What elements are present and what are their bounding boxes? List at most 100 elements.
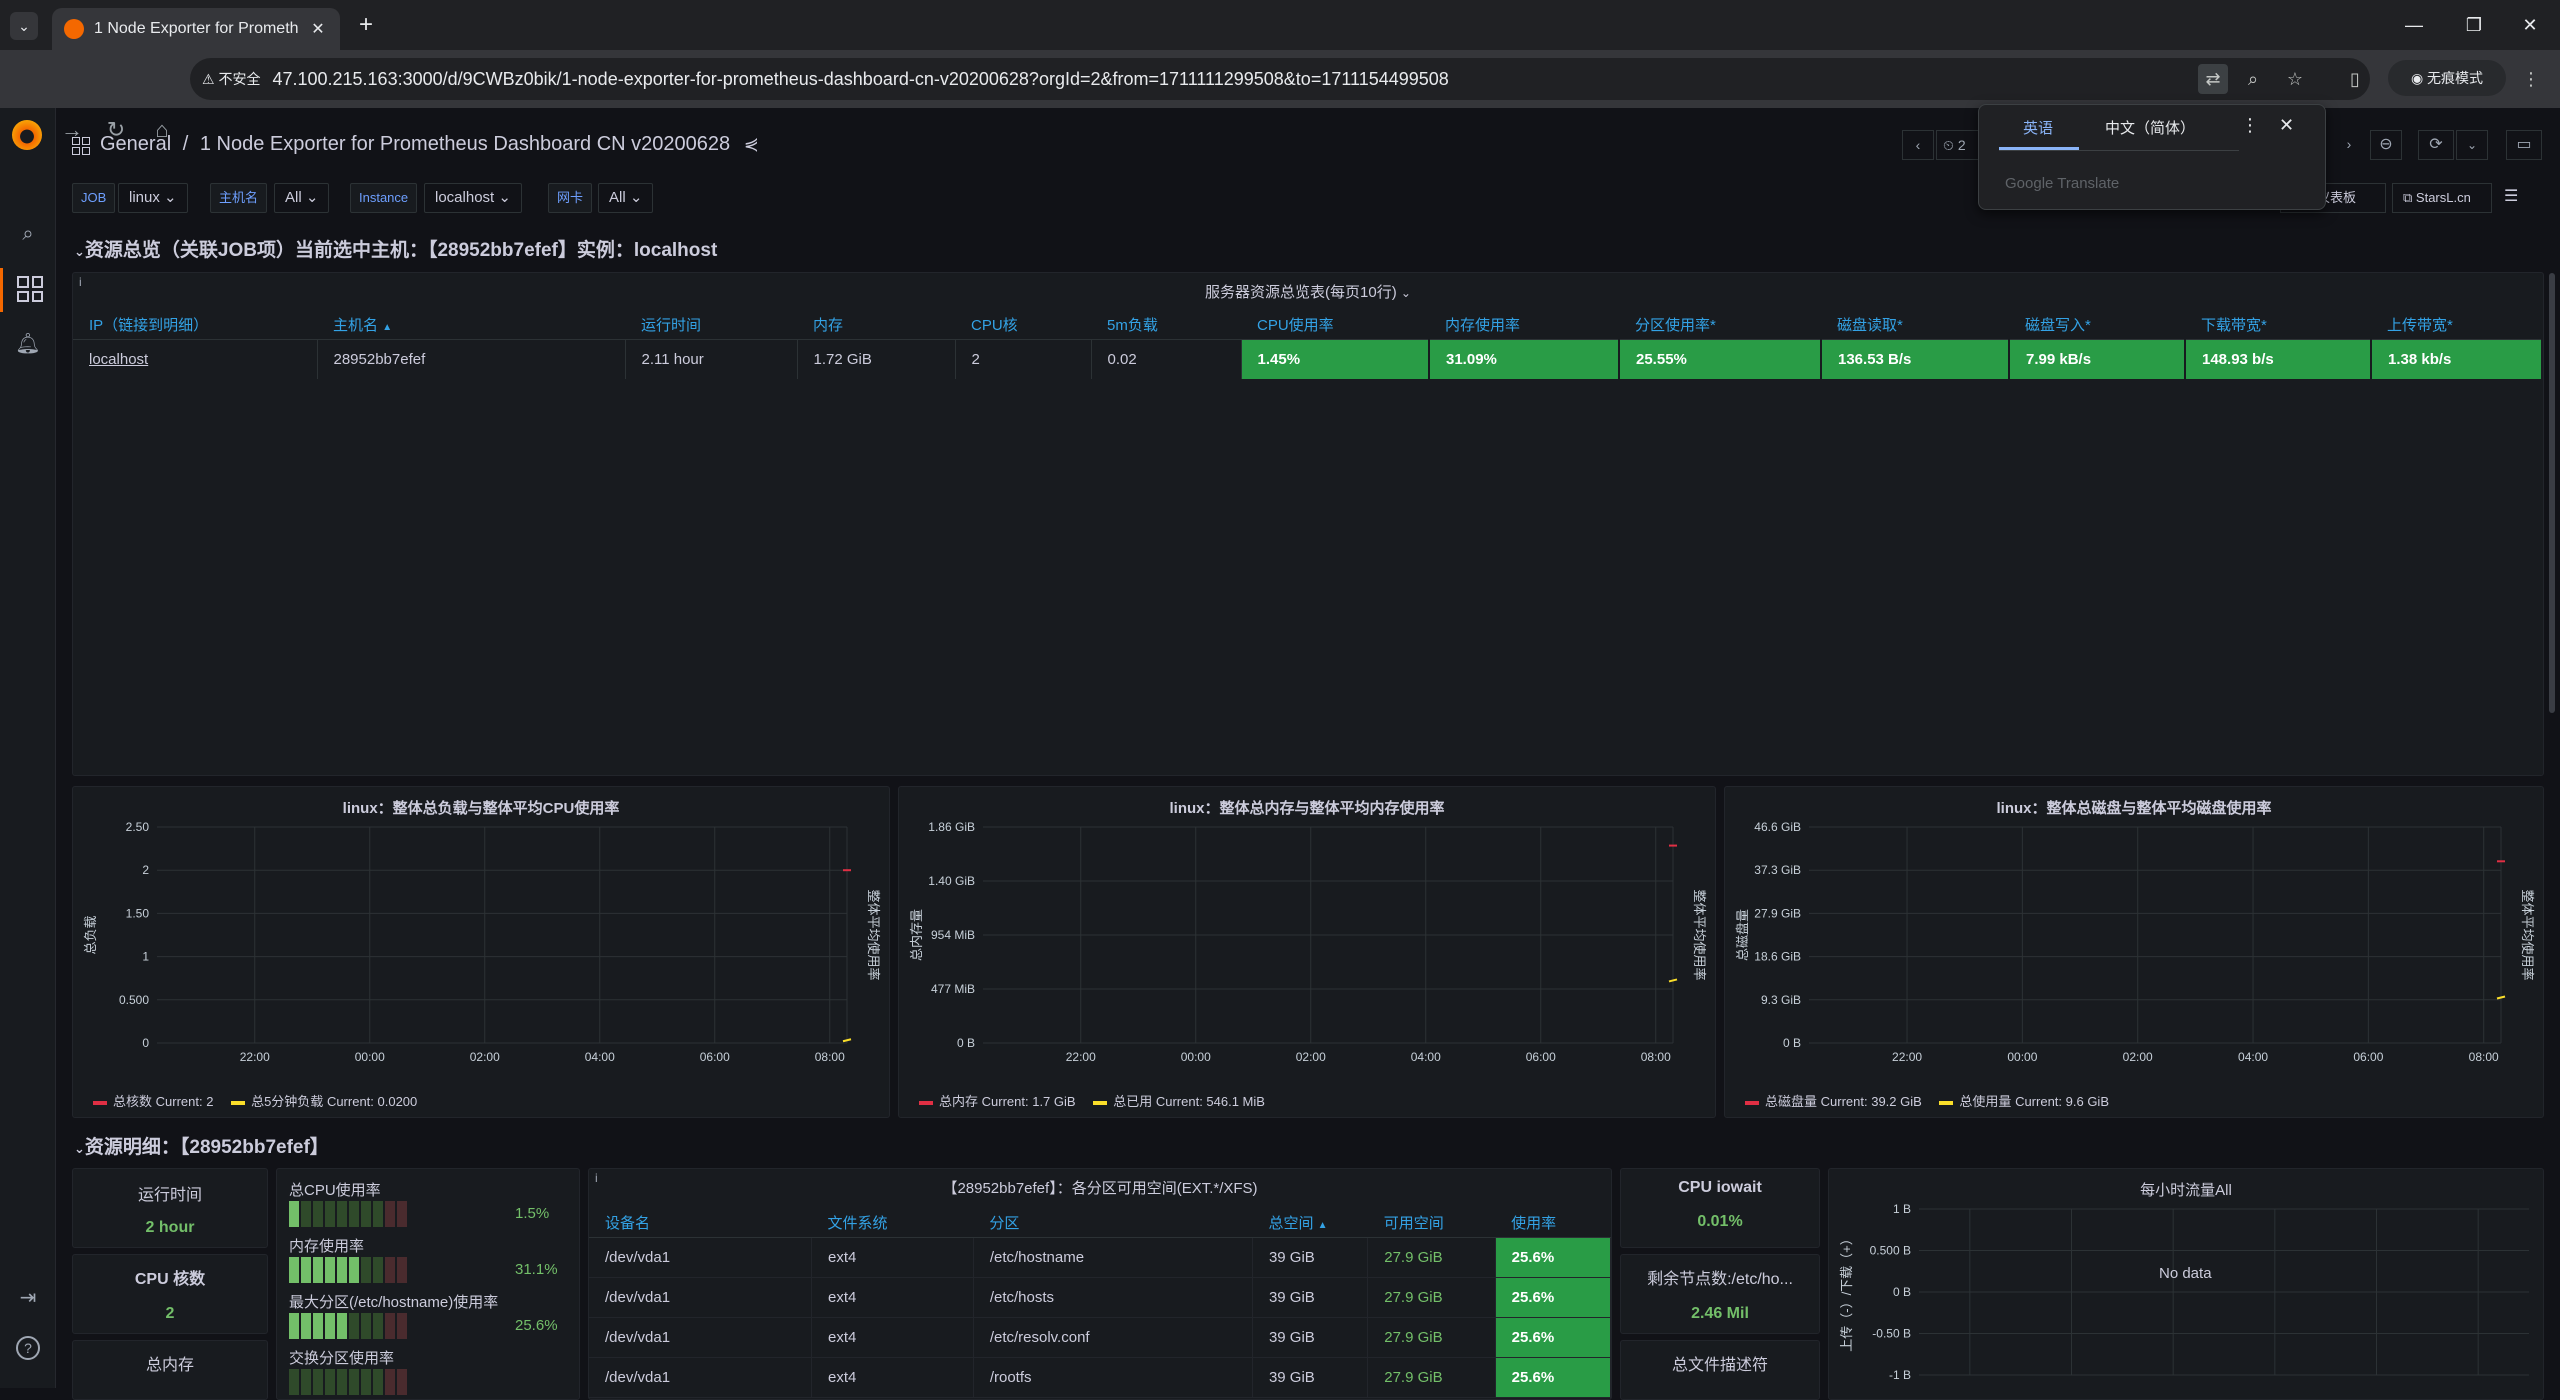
close-tab-icon[interactable]: ✕ — [311, 21, 325, 38]
dashboards-icon[interactable] — [0, 268, 56, 312]
new-tab-button[interactable]: + — [358, 11, 373, 38]
browser-tab[interactable]: 1 Node Exporter for Prometh ✕ — [52, 8, 340, 50]
starsl-link-button[interactable]: ⧉ StarsL.cn — [2392, 183, 2492, 213]
table-row: /dev/vda1 ext4/rootfs 39 GiB 27.9 GiB 25.6% — [589, 1357, 1612, 1398]
sign-in-icon[interactable]: ⇥ — [19, 1287, 37, 1309]
column-header-ip[interactable]: IP（链接到明细） — [73, 311, 317, 340]
bookmark-star-icon[interactable]: ☆ — [2286, 69, 2304, 89]
column-header-mountpoint[interactable]: 分区 — [973, 1209, 1253, 1238]
column-header-upload[interactable]: 上传带宽* — [2371, 311, 2542, 340]
address-bar[interactable]: ⚠ 不安全 47.100.215.163:3000/d/9CWBz0bik/1-… — [190, 58, 2370, 100]
column-header-partition-usage[interactable]: 分区使用率* — [1619, 311, 1821, 340]
cell-ip-link[interactable]: localhost — [73, 339, 318, 379]
column-header-download[interactable]: 下载带宽* — [2185, 311, 2371, 340]
translate-tab-english[interactable]: 英语 — [2023, 120, 2054, 137]
legend-item-total-memory[interactable]: 总内存 Current: 1.7 GiB — [919, 1094, 1076, 1109]
bargauge-cell — [301, 1369, 311, 1395]
side-panel-icon[interactable]: ▯ — [2350, 69, 2360, 89]
home-icon[interactable]: ⌂ — [155, 117, 169, 142]
panel-title[interactable]: 【28952bb7efef】：各分区可用空间(EXT.*/XFS) — [942, 1180, 1258, 1197]
column-header-fstype[interactable]: 文件系统 — [811, 1209, 974, 1238]
column-header-uptime[interactable]: 运行时间 — [625, 311, 797, 340]
cell-cpu-cores: 2 — [955, 339, 1092, 379]
restore-window-button[interactable]: ❐ — [2465, 15, 2483, 35]
alerting-bell-icon[interactable]: 🔔︎ — [15, 333, 41, 355]
legend-item-used-memory[interactable]: 总已用 Current: 546.1 MiB — [1093, 1094, 1265, 1109]
legend-item-used-disk[interactable]: 总使用量 Current: 9.6 GiB — [1939, 1094, 2109, 1109]
time-range-picker[interactable]: ⏲ 2 — [1936, 130, 1980, 160]
time-range-forward-button[interactable]: › — [2346, 136, 2352, 152]
breadcrumb-folder[interactable]: General — [100, 133, 172, 155]
panel-info-icon[interactable]: i — [79, 275, 82, 289]
cell-download: 148.93 b/s — [2185, 339, 2372, 379]
stat-title[interactable]: 运行时间 — [137, 1187, 202, 1204]
more-options-icon[interactable]: ⋮ — [2241, 115, 2259, 135]
column-header-device[interactable]: 设备名 — [589, 1209, 812, 1238]
panel-title[interactable]: linux：整体总磁盘与整体平均磁盘使用率 — [1996, 800, 2272, 817]
security-warning[interactable]: ⚠ 不安全 — [202, 69, 260, 89]
tab-search-button[interactable]: ⌄ — [10, 12, 38, 40]
panel-title[interactable]: linux：整体总内存与整体平均内存使用率 — [1169, 800, 1445, 817]
column-header-load5[interactable]: 5m负载 — [1091, 311, 1241, 340]
table-scrollbar[interactable] — [2549, 273, 2555, 713]
column-header-cpu-usage[interactable]: CPU使用率 — [1241, 311, 1429, 340]
var-select-instance[interactable]: localhost ⌄ — [424, 183, 522, 213]
legend-item-load5[interactable]: 总5分钟负载 Current: 0.0200 — [231, 1094, 417, 1109]
column-header-hostname[interactable]: 主机名 ▲ — [317, 311, 625, 340]
panel-title[interactable]: 每小时流量All — [2140, 1182, 2232, 1199]
column-header-available[interactable]: 可用空间 — [1367, 1209, 1496, 1238]
help-icon[interactable]: ? — [16, 1336, 40, 1360]
refresh-dashboard-icon[interactable]: ⟳ — [2418, 130, 2454, 160]
column-header-size[interactable]: 总空间 ▲ — [1252, 1209, 1368, 1238]
reload-icon[interactable]: ↻ — [106, 117, 126, 142]
stat-title[interactable]: CPU iowait — [1678, 1179, 1762, 1196]
stat-title[interactable]: 总内存 — [145, 1357, 194, 1374]
var-select-job[interactable]: linux ⌄ — [118, 183, 188, 213]
column-header-cpu-cores[interactable]: CPU核 — [955, 311, 1091, 340]
cell-upload: 1.38 kb/s — [2371, 339, 2543, 379]
column-header-disk-read[interactable]: 磁盘读取* — [1821, 311, 2009, 340]
stat-title[interactable]: CPU 核数 — [134, 1271, 206, 1288]
forward-icon[interactable]: → — [61, 117, 83, 142]
panel-info-icon[interactable]: i — [595, 1171, 598, 1185]
minimize-window-button[interactable]: — — [2405, 15, 2423, 35]
column-header-usage[interactable]: 使用率 — [1495, 1209, 1611, 1238]
var-select-hostname[interactable]: All ⌄ — [274, 183, 330, 213]
close-popup-icon[interactable]: ✕ — [2279, 115, 2295, 135]
grafana-logo-icon[interactable] — [12, 120, 42, 150]
refresh-interval-dropdown[interactable]: ⌄ — [2456, 130, 2488, 160]
stat-panel-inodes: 剩余节点数:/etc/ho... 2.46 Mil — [1620, 1254, 1820, 1334]
cell-fstype: ext4 — [811, 1237, 974, 1278]
x-tick-label: 00:00 — [355, 1050, 385, 1064]
bargauge-label: 交换分区使用率 — [289, 1350, 395, 1367]
close-window-button[interactable]: ✕ — [2522, 15, 2538, 35]
browser-menu-icon[interactable]: ⋮ — [2522, 69, 2540, 89]
zoom-out-time-icon[interactable]: ⊖ — [2370, 130, 2402, 160]
translate-tab-chinese[interactable]: 中文（简体） — [2105, 120, 2196, 137]
dashboard-title[interactable]: 1 Node Exporter for Prometheus Dashboard… — [199, 133, 731, 155]
stat-title[interactable]: 总文件描述符 — [1671, 1357, 1768, 1374]
time-range-back-button[interactable]: ‹ — [1902, 130, 1934, 160]
row-title-details[interactable]: ⌄资源明细：【28952bb7efef】 — [74, 1132, 329, 1159]
bargauge-cell — [301, 1201, 311, 1227]
legend-item-total-disk[interactable]: 总磁盘量 Current: 39.2 GiB — [1745, 1094, 1922, 1109]
translate-icon[interactable]: ⇄ — [2198, 64, 2228, 94]
bargauge-label: 内存使用率 — [289, 1238, 365, 1255]
panel-title[interactable]: 服务器资源总览表(每页10行) ⌄ — [73, 273, 2543, 302]
column-header-memory[interactable]: 内存 — [797, 311, 955, 340]
cell-disk-read: 136.53 B/s — [1821, 339, 2010, 379]
column-header-mem-usage[interactable]: 内存使用率 — [1429, 311, 1619, 340]
panel-title[interactable]: linux：整体总负载与整体平均CPU使用率 — [342, 800, 620, 817]
column-header-disk-write[interactable]: 磁盘写入* — [2009, 311, 2185, 340]
row-title-overview[interactable]: ⌄资源总览（关联JOB项）当前选中主机：【28952bb7efef】实例：loc… — [74, 235, 717, 262]
dashboard-links-menu-icon[interactable]: ☰ — [2504, 188, 2519, 205]
y-tick-label: 0.500 B — [1870, 1244, 1911, 1258]
search-icon[interactable]: ⌕ — [22, 223, 34, 245]
zoom-icon[interactable]: ⌕ — [2247, 69, 2259, 89]
tv-mode-icon[interactable]: ▭ — [2506, 130, 2542, 160]
stat-title[interactable]: 剩余节点数:/etc/ho... — [1647, 1271, 1793, 1288]
legend-item-total-cores[interactable]: 总核数 Current: 2 — [93, 1094, 213, 1109]
share-icon[interactable]: ⋞ — [743, 134, 759, 154]
var-select-nic[interactable]: All ⌄ — [598, 183, 654, 213]
incognito-badge[interactable]: ◉ 无痕模式 — [2388, 60, 2506, 96]
